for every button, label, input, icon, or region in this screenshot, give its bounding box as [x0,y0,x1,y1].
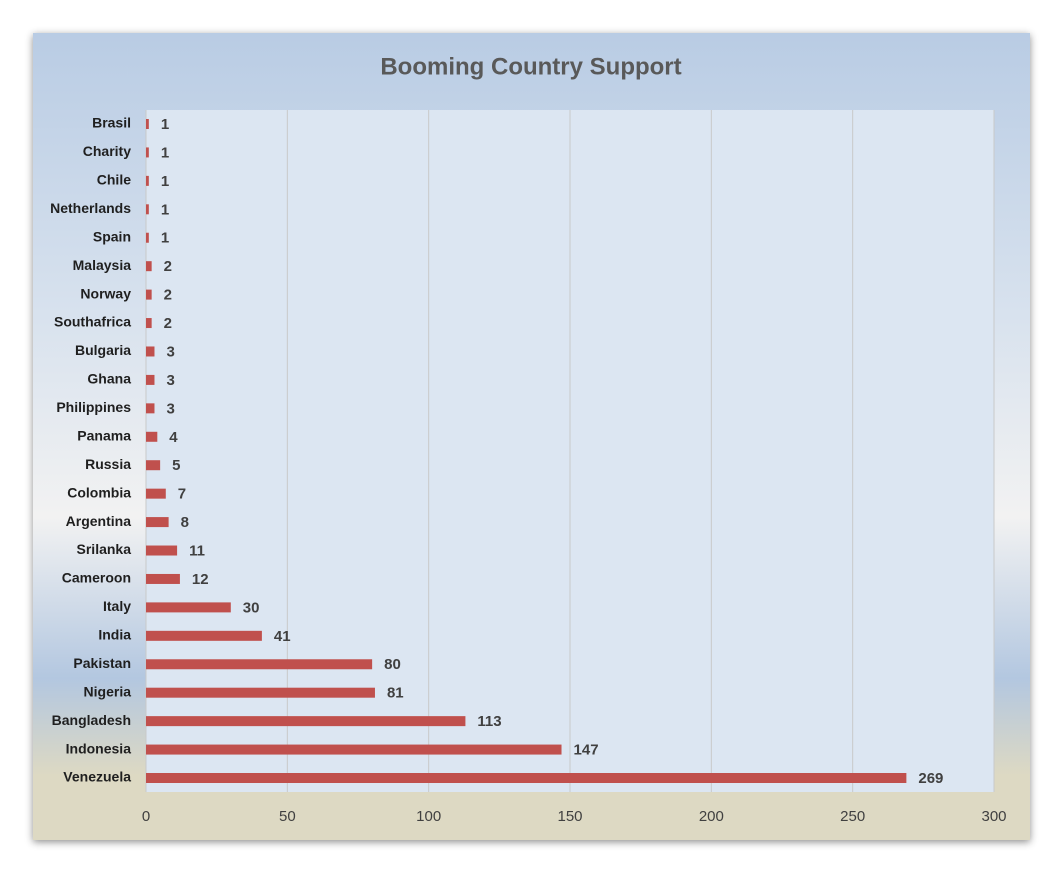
y-tick-label: Pakistan [73,655,131,671]
bar [146,687,375,698]
y-tick-label: Netherlands [50,200,131,216]
y-tick-label: Ghana [87,371,131,387]
y-tick-label: Panama [77,427,131,443]
bar [146,431,158,442]
bar [146,460,161,471]
x-tick-label: 150 [557,808,582,825]
data-label: 11 [189,542,205,559]
bar [146,261,152,272]
data-label: 3 [166,372,174,389]
y-tick-label: India [98,627,131,643]
x-tick-label: 0 [142,808,150,825]
bar [146,545,178,556]
data-label: 5 [172,457,180,474]
data-label: 269 [918,770,943,787]
data-label: 2 [164,287,172,304]
data-label: 1 [161,173,169,190]
data-label: 1 [161,230,169,247]
y-tick-label: Brasil [92,115,131,131]
bar [146,602,231,613]
bar [146,630,262,641]
bar [146,232,149,243]
y-tick-label: Charity [83,143,131,159]
data-label: 8 [181,514,189,531]
data-label: 2 [164,258,172,275]
bar [146,346,155,357]
bar [146,716,466,727]
data-label: 12 [192,571,209,588]
bar [146,318,152,329]
data-label: 1 [161,201,169,218]
data-label: 2 [164,315,172,332]
y-tick-label: Southafrica [54,314,131,330]
y-tick-label: Bangladesh [52,712,131,728]
data-label: 81 [387,685,404,702]
data-label: 1 [161,116,169,133]
y-tick-label: Venezuela [63,769,131,785]
bar [146,573,180,584]
data-label: 7 [178,486,186,503]
x-tick-label: 300 [981,808,1006,825]
y-tick-label: Chile [97,172,131,188]
y-tick-label: Spain [93,228,131,244]
y-tick-label: Bulgaria [75,342,131,358]
data-label: 30 [243,599,260,616]
data-label: 1 [161,144,169,161]
y-tick-label: Norway [80,285,131,301]
y-tick-label: Russia [85,456,131,472]
y-tick-label: Philippines [56,399,131,415]
y-tick-label: Italy [103,598,131,614]
data-label: 3 [166,400,174,417]
bar [146,488,166,499]
data-label: 3 [166,343,174,360]
x-tick-label: 50 [279,808,296,825]
chart-title: Booming Country Support [380,53,681,80]
bar [146,204,149,215]
y-tick-label: Indonesia [66,740,132,756]
bar [146,517,169,528]
bar [146,744,562,755]
y-tick-label: Malaysia [73,257,132,273]
y-tick-label: Cameroon [62,570,131,586]
y-tick-label: Srilanka [77,541,132,557]
bar [146,289,152,300]
data-label: 113 [477,713,501,730]
x-tick-label: 250 [840,808,865,825]
bar [146,403,155,414]
y-tick-label: Nigeria [84,683,132,699]
data-label: 4 [169,429,178,446]
bar [146,175,149,186]
y-tick-label: Colombia [67,484,131,500]
bar [146,374,155,385]
data-label: 147 [574,742,599,759]
data-label: 80 [384,656,401,673]
bar [146,659,373,670]
bar [146,147,149,158]
x-tick-label: 100 [416,808,441,825]
bar [146,773,907,783]
y-tick-label: Argentina [66,513,132,529]
x-tick-label: 200 [699,808,724,825]
bar [146,119,149,129]
data-label: 41 [274,628,291,645]
